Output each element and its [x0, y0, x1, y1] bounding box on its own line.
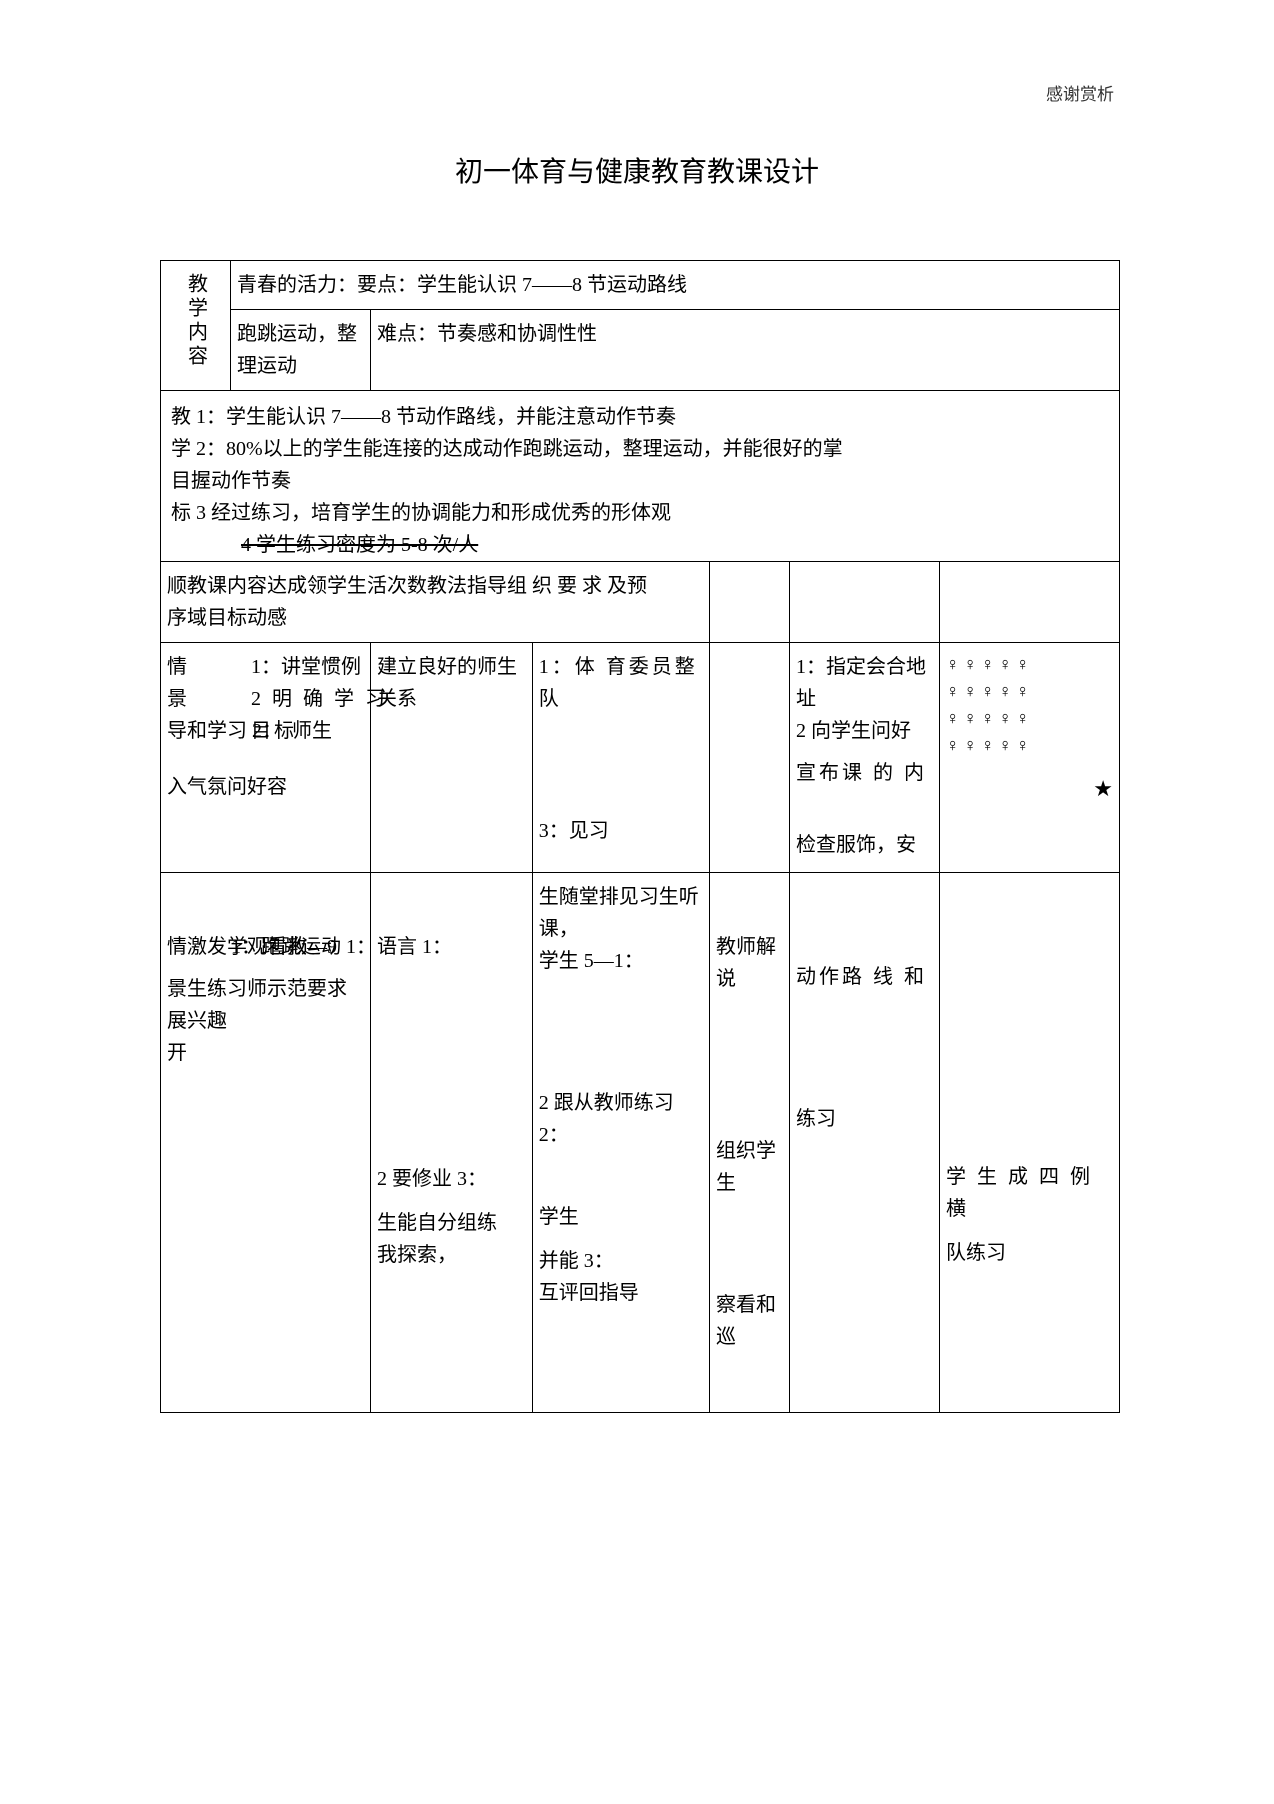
count-cell-2: 教师解说 组织学生 察看和巡 — [710, 873, 790, 1413]
formation-diagram: ♀♀♀♀♀ ♀♀♀♀♀ ♀♀♀♀♀ ♀♀♀♀♀ ★ — [940, 643, 1120, 873]
teaching-content: 1：跑跳运动 1： 语言 1： 2 要修业 3： 生能自分组练 我探索， — [371, 873, 533, 1413]
student-activity: 1：体 育委员整队 3：见习 — [532, 643, 709, 873]
content-label: 教学内容 — [161, 261, 231, 391]
student-activity-2: 生随堂排见习生听课， 学生 5—1： 2 跟从教师练习 2： 学生 并能 3： … — [532, 873, 709, 1413]
table-row: 教 1：学生能认识 7——8 节动作路线，并能注意动作节奏 学 2：80%以上的… — [161, 391, 1120, 562]
content-keypoint: 青春的活力：要点：学生能认识 7——8 节运动路线 — [231, 261, 1120, 310]
table-row: 教学内容 青春的活力：要点：学生能认识 7——8 节运动路线 — [161, 261, 1120, 310]
empty-header — [940, 562, 1120, 643]
table-row: 情激发学观看教—9 景生练习师示范要求 展兴趣 开 1：跑跳运动 1： 语言 1… — [161, 873, 1120, 1413]
lesson-plan-table: 教学内容 青春的活力：要点：学生能认识 7——8 节运动路线 跑跳运动，整理运动… — [160, 260, 1120, 1413]
table-row: 情 景 导和学习 2：师生 入气氛问好容 1：讲堂惯例 2 明 确 学 习目标 … — [161, 643, 1120, 873]
table-row: 跑跳运动，整理运动 难点：节奏感和协调性性 — [161, 310, 1120, 391]
formation-note: 学 生 成 四 例 横 队练习 — [940, 873, 1120, 1413]
star-icon: ★ — [946, 771, 1113, 806]
empty-header — [710, 562, 790, 643]
column-headers: 顺教课内容达成领学生活次数教法指导组 织 要 求 及预 序域目标动感 — [161, 562, 710, 643]
content-difficulty: 难点：节奏感和协调性性 — [371, 310, 1120, 391]
empty-header — [790, 562, 940, 643]
header-note: 感谢赏析 — [1046, 80, 1114, 105]
table-row: 顺教课内容达成领学生活次数教法指导组 织 要 求 及预 序域目标动感 — [161, 562, 1120, 643]
teacher-guidance-2: 动作路 线 和 练习 — [790, 873, 940, 1413]
page-title: 初一体育与健康教育教课设计 — [0, 150, 1274, 190]
content-activity: 跑跳运动，整理运动 — [231, 310, 371, 391]
teaching-routine: 1：讲堂惯例 2 明 确 学 习目标 建立良好的师生关系 — [371, 643, 533, 873]
count-cell — [710, 643, 790, 873]
objectives-cell: 教 1：学生能认识 7——8 节动作路线，并能注意动作节奏 学 2：80%以上的… — [161, 391, 1120, 562]
teacher-guidance: 1：指定会合地址 2 向学生问好 宣布课 的 内 检查服饰，安 — [790, 643, 940, 873]
